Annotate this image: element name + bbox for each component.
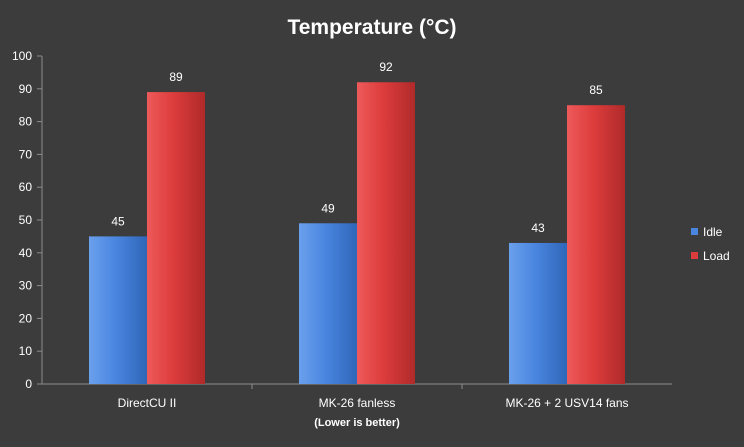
bar-idle xyxy=(299,223,357,384)
y-tick-label: 0 xyxy=(25,377,32,391)
data-label: 85 xyxy=(589,83,603,97)
x-axis-label: (Lower is better) xyxy=(314,417,400,429)
legend-label-load: Load xyxy=(703,249,730,263)
data-label: 89 xyxy=(169,70,183,84)
y-tick-label: 90 xyxy=(19,82,33,96)
y-ticks: 0 10 20 30 40 50 60 70 80 90 100 xyxy=(12,49,42,391)
data-label: 43 xyxy=(531,221,545,235)
legend: Idle Load xyxy=(691,225,730,263)
data-labels: 45 89 49 92 43 85 xyxy=(111,60,603,235)
legend-label-idle: Idle xyxy=(703,225,723,239)
y-tick-label: 50 xyxy=(19,213,33,227)
data-label: 45 xyxy=(111,214,125,228)
x-category-label: DirectCU II xyxy=(118,396,177,410)
y-tick-label: 60 xyxy=(19,180,33,194)
bars xyxy=(89,82,625,385)
bar-idle xyxy=(509,242,567,384)
bar-idle xyxy=(89,236,147,384)
y-tick-label: 70 xyxy=(19,147,33,161)
x-category-label: MK-26 + 2 USV14 fans xyxy=(505,396,628,410)
y-tick-label: 20 xyxy=(19,311,33,325)
data-label: 92 xyxy=(379,60,393,74)
legend-swatch-idle xyxy=(691,228,698,235)
bar-load xyxy=(357,82,415,385)
bar-load xyxy=(147,92,205,384)
bar-load xyxy=(567,105,625,384)
y-tick-label: 10 xyxy=(19,344,33,358)
chart-title: Temperature (°C) xyxy=(287,16,456,39)
data-label: 49 xyxy=(321,201,335,215)
y-tick-label: 30 xyxy=(19,279,33,293)
legend-swatch-load xyxy=(691,252,698,259)
y-tick-label: 40 xyxy=(19,246,33,260)
x-categories: DirectCU II MK-26 fanless MK-26 + 2 USV14 … xyxy=(118,384,629,410)
x-category-label: MK-26 fanless xyxy=(319,396,396,410)
y-tick-label: 100 xyxy=(12,49,32,63)
y-tick-label: 80 xyxy=(19,115,33,129)
